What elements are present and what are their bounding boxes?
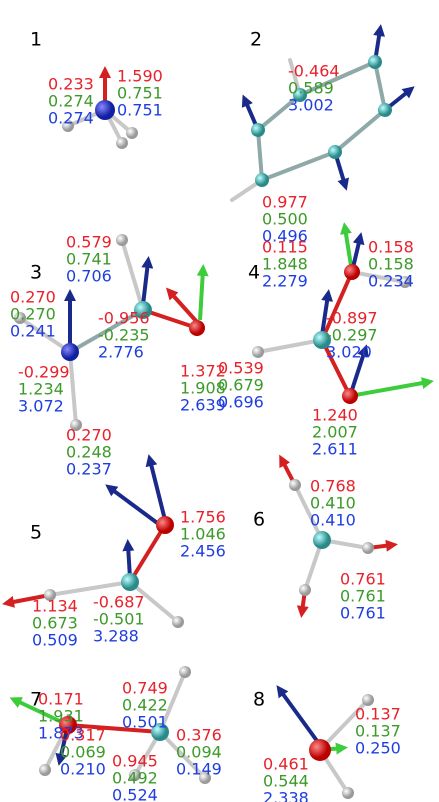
charge-value: 3.072 xyxy=(18,397,64,416)
molecules xyxy=(8,30,428,799)
panel-label: 2 xyxy=(250,29,262,51)
charge-value: 3.002 xyxy=(288,96,334,115)
charge-value: 0.234 xyxy=(368,272,414,291)
charge-value: 2.776 xyxy=(98,343,144,362)
charge-value: 0.761 xyxy=(340,604,386,623)
panel-label: 5 xyxy=(30,522,42,544)
charge-value: 3.020 xyxy=(326,343,372,362)
panel-label: 3 xyxy=(30,262,42,284)
charge-value: 2.338 xyxy=(263,789,309,802)
panel-label: 1 xyxy=(30,29,42,51)
panel-label: 8 xyxy=(253,689,265,711)
charge-value: 0.706 xyxy=(66,267,112,286)
panel-label: 4 xyxy=(248,262,260,284)
charge-value: 0.210 xyxy=(60,760,106,779)
charge-value: 0.524 xyxy=(112,786,158,802)
charge-value: 2.611 xyxy=(312,440,358,459)
figure: 10.2330.2740.2741.5900.7510.7512-0.4640.… xyxy=(0,0,439,802)
charge-value: 0.410 xyxy=(310,511,356,530)
charge-value: 0.509 xyxy=(32,631,78,650)
charge-value: 0.501 xyxy=(122,713,168,732)
charge-value: 0.274 xyxy=(48,109,94,128)
panel-label: 6 xyxy=(253,509,265,531)
charge-value: 0.250 xyxy=(355,739,401,758)
charge-value: 0.696 xyxy=(218,393,264,412)
charge-value: 0.149 xyxy=(176,760,222,779)
charge-value: 0.241 xyxy=(10,322,56,341)
charge-value: 2.279 xyxy=(262,272,308,291)
charge-value: 2.456 xyxy=(180,542,226,561)
charge-value: 0.237 xyxy=(66,460,112,479)
charge-value: 0.751 xyxy=(117,101,163,120)
annotations: 10.2330.2740.2741.5900.7510.7512-0.4640.… xyxy=(10,29,414,802)
charge-value: 3.288 xyxy=(93,627,139,646)
